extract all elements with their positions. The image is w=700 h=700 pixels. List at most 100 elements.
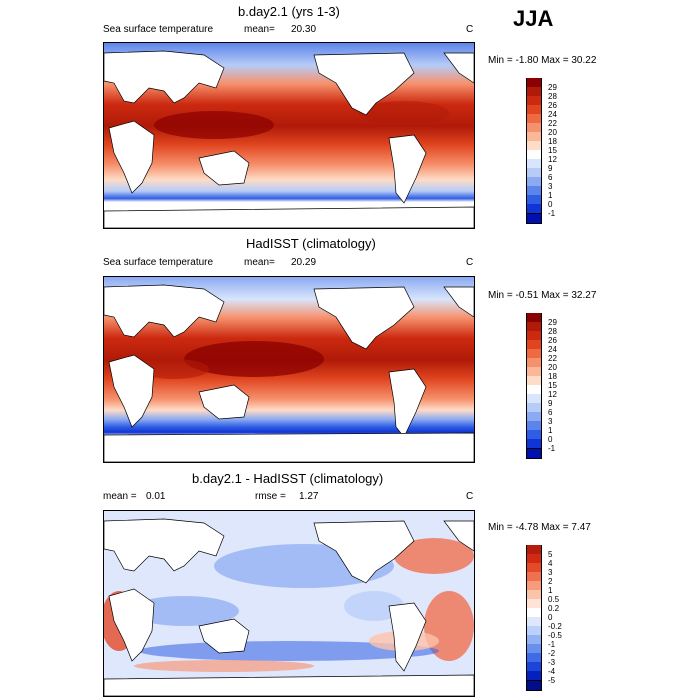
colorbar-swatch bbox=[526, 421, 542, 431]
colorbar-label: 0.5 bbox=[548, 595, 560, 604]
mean-value: 20.29 bbox=[291, 257, 317, 268]
colorbar-label: 20 bbox=[548, 128, 557, 137]
colorbar-label: -3 bbox=[548, 658, 556, 667]
colorbar-label: 9 bbox=[548, 164, 553, 173]
colorbar-label: -1 bbox=[548, 444, 556, 453]
colorbar-label: 3 bbox=[548, 568, 553, 577]
colorbar-swatch bbox=[526, 617, 542, 627]
colorbar-swatch bbox=[526, 159, 542, 169]
mean-value: 20.30 bbox=[291, 24, 317, 35]
colorbar-label: 20 bbox=[548, 363, 557, 372]
min-max-label: Min = -1.80 Max = 30.22 bbox=[488, 55, 597, 66]
panel-title: b.day2.1 - HadISST (climatology) bbox=[192, 471, 384, 486]
colorbar-label: 1 bbox=[548, 191, 553, 200]
colorbar-label: 24 bbox=[548, 110, 557, 119]
colorbar-label: 24 bbox=[548, 345, 557, 354]
colorbar-swatch bbox=[526, 340, 542, 350]
mean-label: mean= bbox=[244, 24, 275, 35]
colorbar-label: -5 bbox=[548, 676, 556, 685]
colorbar-swatch bbox=[526, 87, 542, 97]
colorbar-label: 22 bbox=[548, 354, 557, 363]
colorbar-label: 29 bbox=[548, 83, 557, 92]
rmse-value: 1.27 bbox=[299, 491, 319, 502]
sst-difference-map bbox=[103, 510, 475, 697]
colorbar-swatch bbox=[526, 132, 542, 142]
colorbar-swatch bbox=[526, 204, 542, 214]
panel-title: b.day2.1 (yrs 1-3) bbox=[238, 4, 340, 19]
colorbar-swatch bbox=[526, 662, 542, 672]
colorbar-label: 28 bbox=[548, 327, 557, 336]
colorbar-swatch bbox=[526, 195, 542, 205]
variable-label: Sea surface temperature bbox=[103, 257, 214, 268]
colorbar-swatch bbox=[526, 376, 542, 386]
rmse-label: rmse = bbox=[255, 491, 286, 502]
colorbar-swatch bbox=[526, 572, 542, 582]
colorbar-swatch bbox=[526, 554, 542, 564]
colorbar-label: 22 bbox=[548, 119, 557, 128]
colorbar-swatch bbox=[526, 653, 542, 663]
colorbar-label: 15 bbox=[548, 146, 557, 155]
colorbar-label: 6 bbox=[548, 408, 553, 417]
colorbar-swatch bbox=[526, 608, 542, 618]
colorbar-label: 6 bbox=[548, 173, 553, 182]
colorbar-label: 12 bbox=[548, 390, 557, 399]
colorbar-label: 15 bbox=[548, 381, 557, 390]
colorbar-swatch bbox=[526, 322, 542, 332]
min-max-label: Min = -4.78 Max = 7.47 bbox=[488, 522, 591, 533]
colorbar-label: 9 bbox=[548, 399, 553, 408]
colorbar-swatch bbox=[526, 186, 542, 196]
colorbar-swatch bbox=[526, 385, 542, 395]
colorbar-label: 3 bbox=[548, 182, 553, 191]
colorbar-swatch bbox=[526, 439, 542, 449]
colorbar-label: -0.5 bbox=[548, 631, 562, 640]
colorbar-swatch bbox=[526, 412, 542, 422]
colorbar-label: -1 bbox=[548, 640, 556, 649]
colorbar-swatch bbox=[526, 123, 542, 133]
colorbar-swatch bbox=[526, 331, 542, 341]
colorbar-swatch bbox=[526, 581, 542, 591]
colorbar-swatch bbox=[526, 626, 542, 636]
mean-label: mean = bbox=[103, 491, 137, 502]
colorbar-swatch bbox=[526, 394, 542, 404]
colorbar-label: 0 bbox=[548, 613, 553, 622]
colorbar-label: 0 bbox=[548, 435, 553, 444]
colorbar-swatch bbox=[526, 448, 542, 459]
colorbar-swatch bbox=[526, 114, 542, 124]
colorbar-label: 26 bbox=[548, 101, 557, 110]
colorbar-swatch bbox=[526, 403, 542, 413]
colorbar-label: 1 bbox=[548, 586, 553, 595]
colorbar-swatch bbox=[526, 313, 542, 323]
colorbar-swatch bbox=[526, 141, 542, 151]
colorbar-label: 1 bbox=[548, 426, 553, 435]
colorbar-swatch bbox=[526, 563, 542, 573]
colorbar-swatch bbox=[526, 78, 542, 88]
colorbar-label: 2 bbox=[548, 577, 553, 586]
colorbar-swatch bbox=[526, 430, 542, 440]
colorbar-swatch bbox=[526, 635, 542, 645]
colorbar-swatch bbox=[526, 168, 542, 178]
colorbar-label: -4 bbox=[548, 667, 556, 676]
colorbar-label: -0.2 bbox=[548, 622, 562, 631]
season-label: JJA bbox=[513, 6, 554, 31]
colorbar-swatch bbox=[526, 150, 542, 160]
colorbar-swatch bbox=[526, 96, 542, 106]
colorbar-swatch bbox=[526, 671, 542, 681]
colorbar-label: -1 bbox=[548, 209, 556, 218]
colorbar-label: 5 bbox=[548, 550, 553, 559]
panel-title: HadISST (climatology) bbox=[246, 236, 376, 251]
colorbar-label: 29 bbox=[548, 318, 557, 327]
colorbar-label: 18 bbox=[548, 372, 557, 381]
colorbar-swatch bbox=[526, 590, 542, 600]
colorbar-swatch bbox=[526, 545, 542, 555]
colorbar-swatch bbox=[526, 644, 542, 654]
colorbar-swatch bbox=[526, 367, 542, 377]
sst-map-observations bbox=[103, 276, 475, 463]
colorbar-label: -2 bbox=[548, 649, 556, 658]
colorbar-swatch bbox=[526, 177, 542, 187]
colorbar-label: 26 bbox=[548, 336, 557, 345]
mean-label: mean= bbox=[244, 257, 275, 268]
colorbar-label: 18 bbox=[548, 137, 557, 146]
mean-value: 0.01 bbox=[146, 491, 166, 502]
unit-label: C bbox=[466, 24, 474, 35]
unit-label: C bbox=[466, 257, 474, 268]
